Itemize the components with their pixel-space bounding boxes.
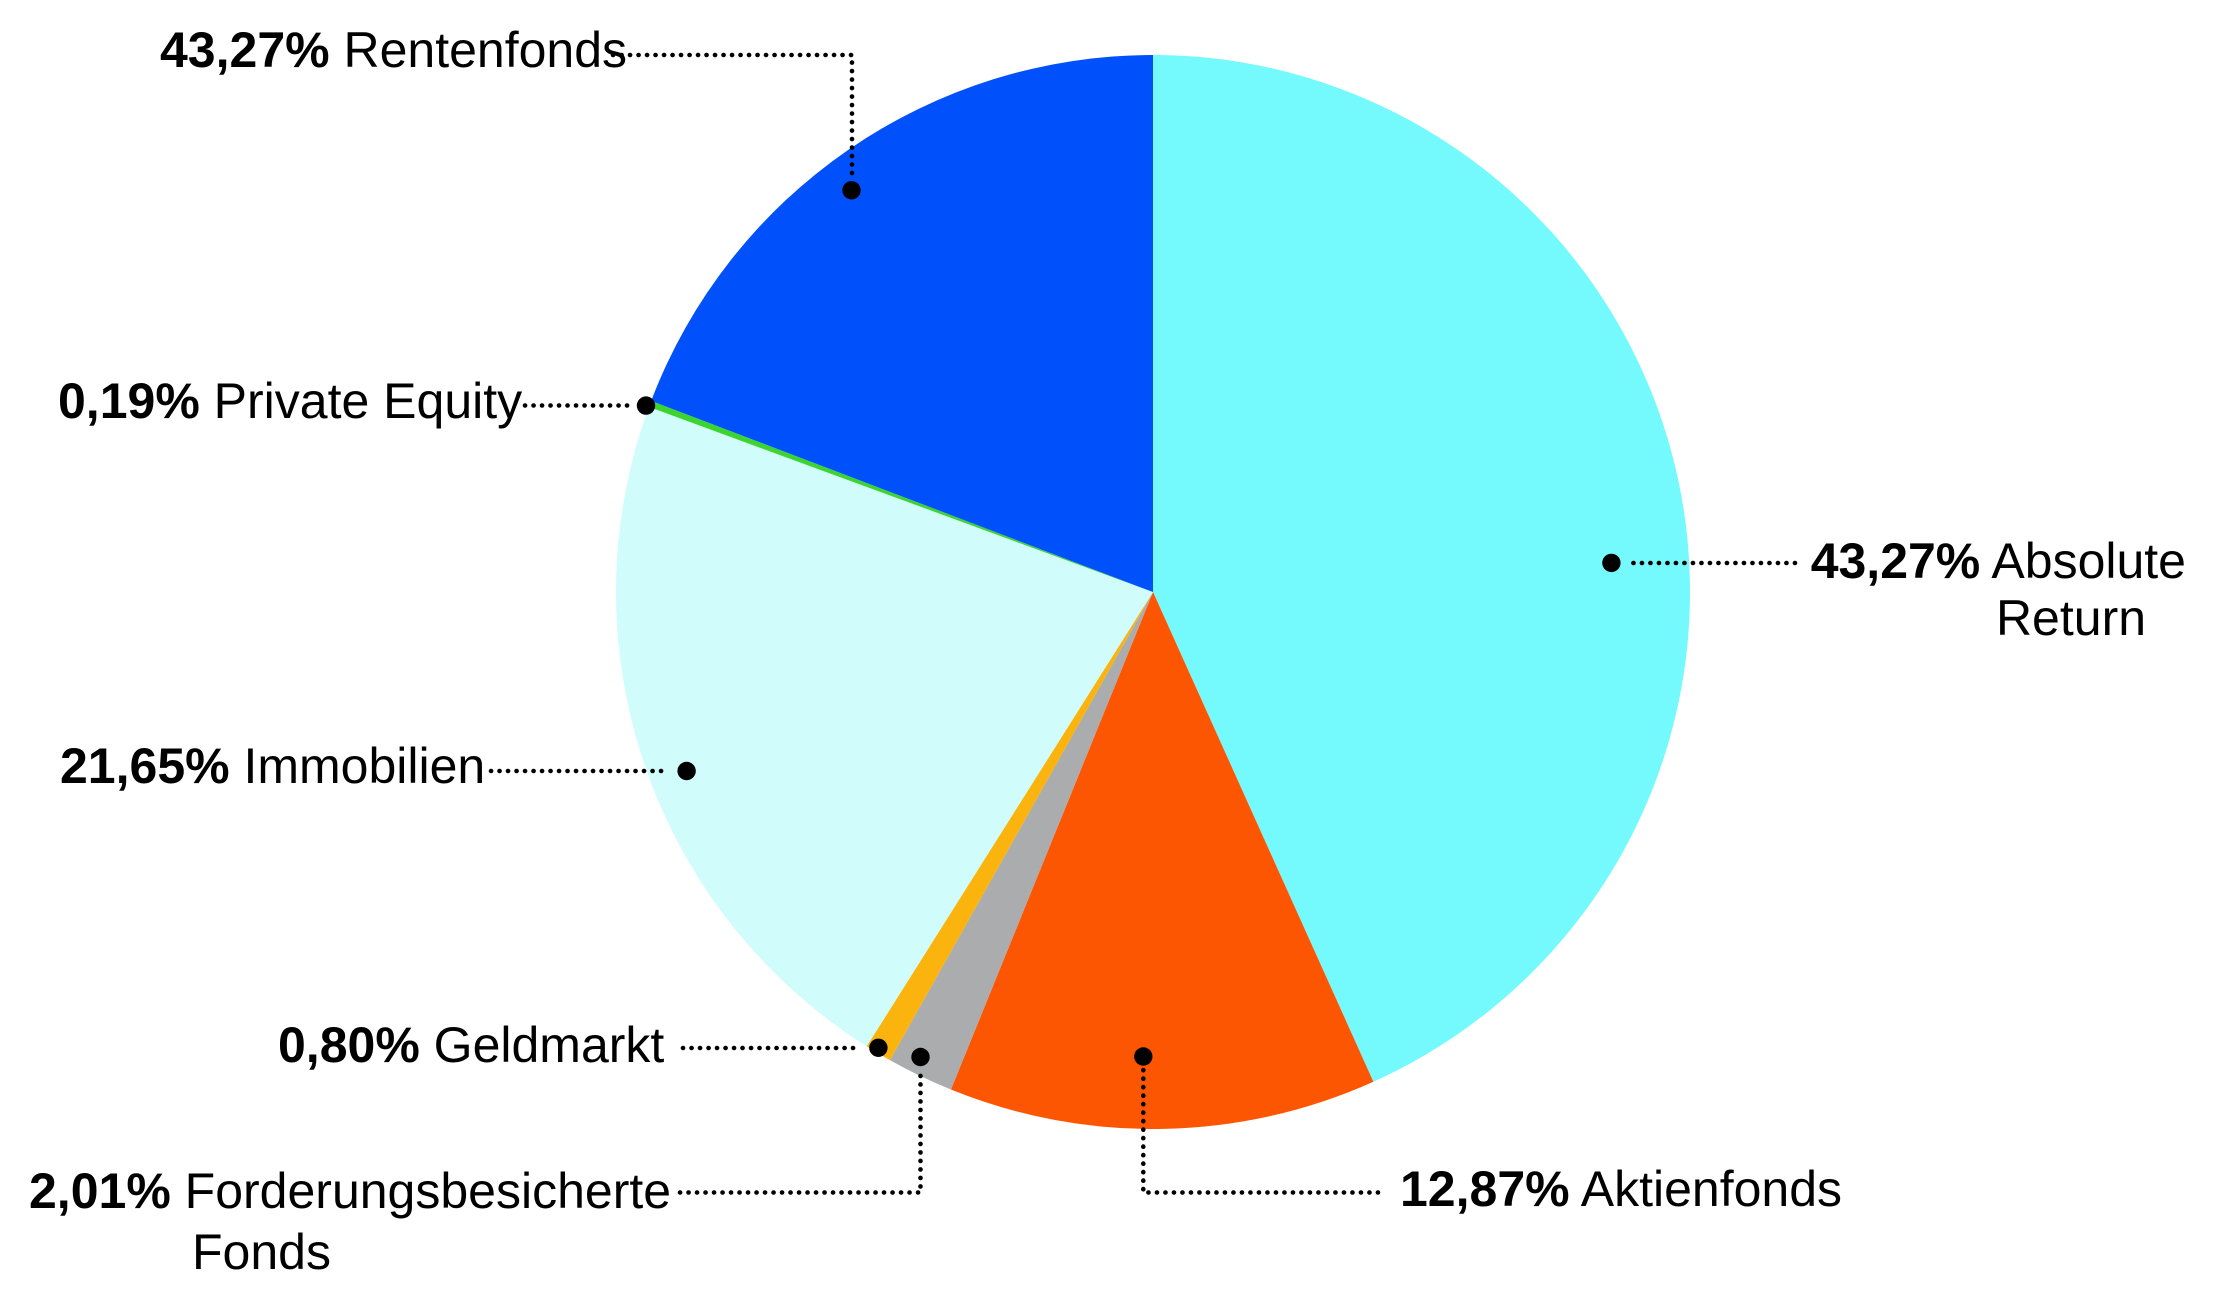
svg-text:43,27% Rentenfonds: 43,27% Rentenfonds	[160, 22, 627, 78]
svg-text:Return: Return	[1996, 590, 2146, 646]
svg-text:12,87% Aktienfonds: 12,87% Aktienfonds	[1400, 1161, 1842, 1217]
svg-text:21,65% Immobilien: 21,65% Immobilien	[60, 738, 485, 794]
svg-text:Fonds: Fonds	[192, 1224, 331, 1280]
svg-text:43,27% Absolute: 43,27% Absolute	[1811, 533, 2186, 589]
svg-text:0,19% Private Equity: 0,19% Private Equity	[58, 373, 522, 429]
svg-text:0,80% Geldmarkt: 0,80% Geldmarkt	[278, 1017, 664, 1073]
svg-text:2,01% Forderungsbesicherte: 2,01% Forderungsbesicherte	[29, 1163, 671, 1219]
